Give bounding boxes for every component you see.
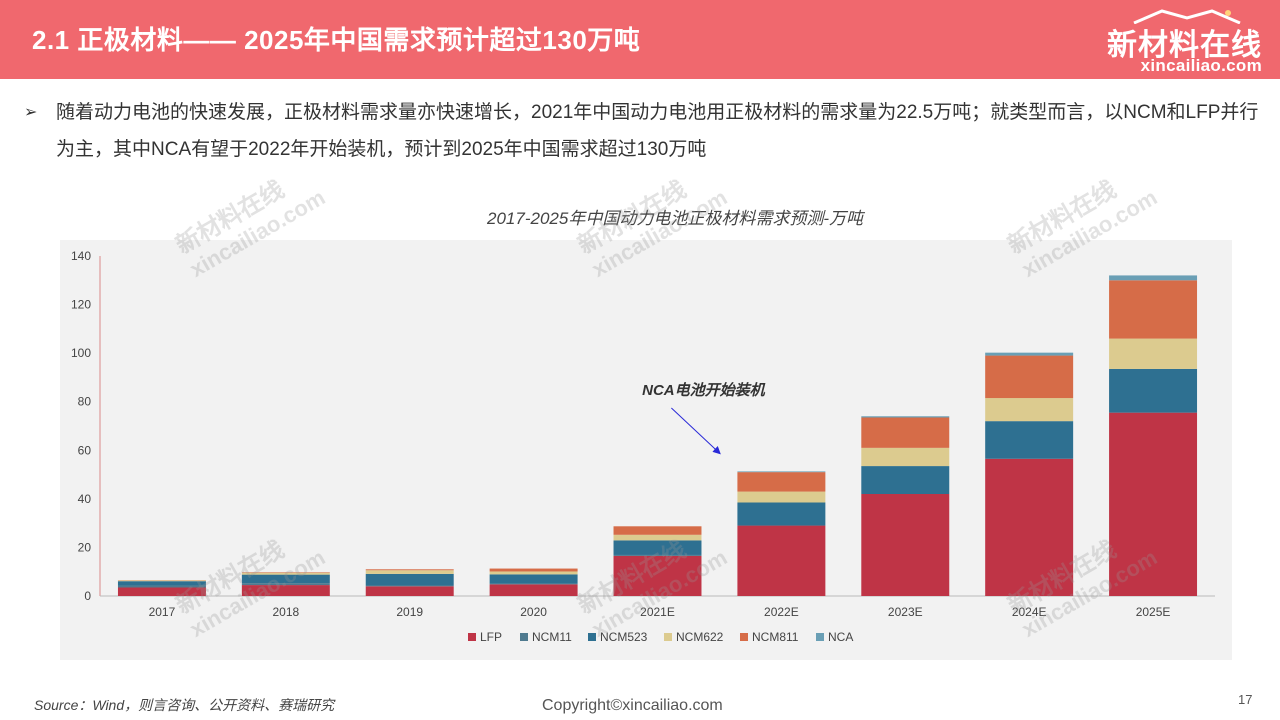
- brand-logo: 新材料在线 xincailiao.com: [1102, 8, 1262, 75]
- bar-segment-nca: [861, 416, 950, 418]
- y-tick-label: 40: [78, 492, 92, 506]
- bar-segment-ncm622: [737, 491, 826, 503]
- bar-segment-ncm811: [737, 472, 826, 492]
- annotation-arrow: [671, 407, 721, 455]
- bar-segment-lfp: [365, 586, 454, 596]
- legend-label: LFP: [480, 630, 502, 644]
- chart-area: 0 20 40 60 80 100 120 140 2017 2018 2019 2020 2021E 2…: [60, 240, 1232, 660]
- bar-segment-lfp: [737, 525, 826, 596]
- bar-segment-lfp: [1109, 412, 1198, 596]
- bar-segment-ncm811: [365, 569, 454, 571]
- y-tick-label: 0: [84, 589, 91, 603]
- bar-segment-ncm11: [117, 585, 206, 588]
- bar-segment-ncm622: [117, 580, 206, 582]
- x-tick-label: 2022E: [764, 605, 799, 619]
- bar-segment-ncm11: [241, 583, 330, 586]
- logo-text: 新材料在线: [1107, 29, 1262, 62]
- x-tick-label: 2021E: [640, 605, 675, 619]
- bar-segment-ncm523: [489, 574, 578, 584]
- x-tick-label: 2019: [396, 605, 423, 619]
- bar-segment-ncm811: [489, 568, 578, 572]
- bar-segment-lfp: [613, 555, 702, 596]
- y-tick-label: 140: [71, 249, 91, 263]
- summary-text: 随着动力电池的快速发展，正极材料需求量亦快速增长，2021年中国动力电池用正极材…: [56, 102, 1259, 160]
- chart-title: 2017-2025年中国动力电池正极材料需求预测-万吨: [487, 209, 863, 228]
- y-tick-label: 120: [71, 298, 91, 312]
- y-tick-label: 60: [78, 443, 92, 457]
- x-tick-label: 2020: [520, 605, 547, 619]
- legend-swatch: [664, 633, 672, 641]
- y-tick-label: 80: [78, 395, 92, 409]
- bar-segment-ncm523: [985, 421, 1074, 459]
- page-number: 17: [1238, 692, 1253, 707]
- bar-segment-ncm811: [613, 526, 702, 535]
- bar-segment-ncm811: [985, 355, 1074, 399]
- bullet-arrow-icon: ➢: [24, 104, 38, 121]
- x-tick-label: 2025E: [1136, 605, 1171, 619]
- legend-swatch: [520, 633, 528, 641]
- legend-label: NCM11: [532, 630, 572, 644]
- bar-segment-ncm523: [241, 574, 330, 584]
- bar-segment-ncm622: [1109, 338, 1198, 369]
- bar-segment-nca: [1109, 275, 1198, 281]
- bar-segment-ncm523: [1109, 368, 1198, 413]
- x-tick-label: 2023E: [888, 605, 923, 619]
- legend-swatch: [588, 633, 596, 641]
- y-tick-label: 20: [78, 540, 92, 554]
- bar-segment-ncm622: [861, 447, 950, 467]
- legend-label: NCM523: [600, 630, 648, 644]
- page-title: 2.1 正极材料—— 2025年中国需求预计超过130万吨: [32, 25, 641, 55]
- copyright-text: Copyright©xincailiao.com: [542, 697, 723, 714]
- bar-segment-ncm523: [737, 502, 826, 526]
- stacked-bar-chart: 0 20 40 60 80 100 120 140 2017 2018 2019 2020 2021E 2…: [71, 249, 1215, 644]
- header-bar: 2.1 正极材料—— 2025年中国需求预计超过130万吨 新材料在线 xinc…: [0, 0, 1280, 79]
- bar-segment-lfp: [489, 584, 578, 596]
- x-tick-label: 2018: [272, 605, 299, 619]
- bar-segment-ncm622: [241, 572, 330, 575]
- bar-segment-ncm622: [489, 571, 578, 575]
- legend-swatch: [468, 633, 476, 641]
- bar-segment-ncm11: [365, 585, 454, 587]
- legend-label: NCM811: [752, 630, 799, 644]
- logo-roof-icon: [1133, 9, 1241, 24]
- bar-segment-ncm523: [117, 581, 206, 586]
- logo-url: xincailiao.com: [1140, 56, 1262, 75]
- legend-label: NCA: [828, 630, 853, 644]
- bar-segment-nca: [985, 352, 1074, 356]
- bar-segment-ncm11: [489, 583, 578, 585]
- bar-segment-ncm523: [365, 573, 454, 586]
- y-tick-label: 100: [71, 346, 91, 360]
- bar-segment-lfp: [117, 587, 206, 596]
- bar-segment-ncm811: [861, 417, 950, 448]
- bar-segment-ncm622: [365, 570, 454, 574]
- bar-segment-ncm811: [1109, 280, 1198, 339]
- annotation-label: NCA电池开始装机: [642, 382, 765, 399]
- legend-swatch: [816, 633, 824, 641]
- bar-segment-ncm622: [985, 398, 1074, 422]
- source-note: Source：Wind，则言咨询、公开资料、赛瑞研究: [34, 697, 335, 713]
- bar-segment-nca: [737, 471, 826, 473]
- bar-segment-lfp: [861, 494, 950, 596]
- summary-bullet: ➢ 随着动力电池的快速发展，正极材料需求量亦快速增长，2021年中国动力电池用正…: [24, 94, 1264, 168]
- legend-swatch: [740, 633, 748, 641]
- bar-segment-lfp: [241, 585, 330, 596]
- legend-label: NCM622: [676, 630, 724, 644]
- bar-segment-lfp: [985, 458, 1074, 596]
- x-tick-label: 2024E: [1012, 605, 1047, 619]
- bar-segment-ncm523: [613, 540, 702, 555]
- bar-segment-ncm622: [613, 534, 702, 541]
- bar-segment-ncm523: [861, 466, 950, 494]
- x-tick-label: 2017: [149, 605, 176, 619]
- bar-segment-ncm11: [613, 554, 702, 556]
